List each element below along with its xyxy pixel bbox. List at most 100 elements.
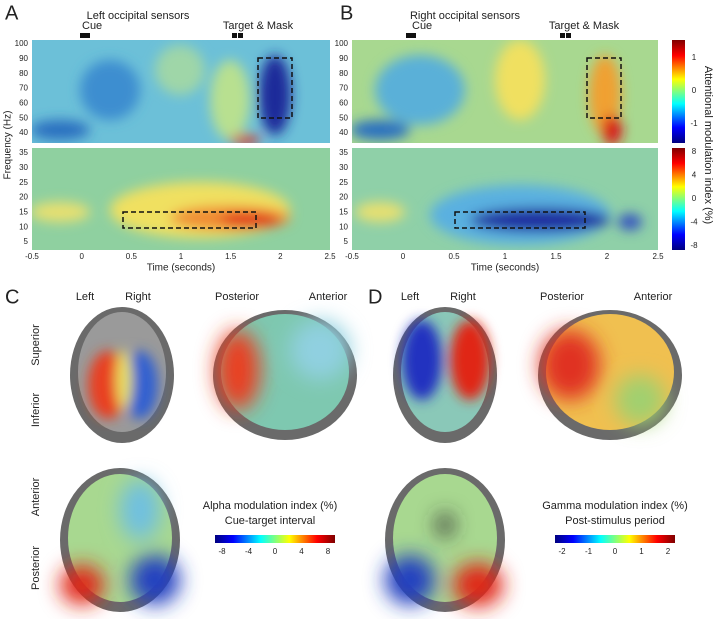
x-tick-label: 2 (278, 252, 283, 261)
x-tick-label: 1.5 (550, 252, 562, 261)
colorbar-tick: 0 (613, 547, 618, 556)
y-tick-label: 10 (339, 222, 348, 231)
orientation-label: Posterior (215, 291, 259, 303)
y-tick-label: 80 (339, 69, 348, 78)
orientation-label: Left (401, 291, 419, 303)
y-tick-label: 50 (19, 113, 28, 122)
x-tick-label: -0.5 (25, 252, 39, 261)
panel-label: C (5, 286, 19, 308)
x-tick-label: 1 (503, 252, 508, 261)
colorbar-tick: -8 (218, 547, 226, 556)
colorbar-tick: -1 (690, 119, 698, 128)
y-tick-label: 70 (19, 84, 28, 93)
colorbar-tick: 4 (299, 547, 304, 556)
y-tick-label: 15 (19, 207, 28, 216)
roi-box (122, 211, 257, 229)
colorbar-tick: 8 (326, 547, 331, 556)
colorbar-tick: 8 (692, 147, 697, 156)
y-tick-label: 60 (339, 98, 348, 107)
panel-label: A (5, 2, 19, 24)
x-tick-label: 0.5 (448, 252, 460, 261)
heatmap-b-alpha (352, 148, 658, 250)
target-bar (232, 33, 237, 38)
brain-d-axial (385, 468, 505, 612)
target-bar (560, 33, 565, 38)
y-tick-label: 35 (339, 148, 348, 157)
y-tick-label: 50 (339, 113, 348, 122)
y-tick-label: 5 (24, 237, 29, 246)
orientation-label: Posterior (540, 291, 584, 303)
colorbar-c (215, 535, 335, 543)
colorbar-tick: 0 (273, 547, 278, 556)
brain-d-coronal (393, 307, 497, 443)
orientation-label: Right (125, 291, 151, 303)
y-tick-label: 30 (19, 163, 28, 172)
x-tick-label: 2 (605, 252, 610, 261)
colorbar-tick: 2 (666, 547, 671, 556)
colorbar-tick: -2 (558, 547, 566, 556)
x-tick-label: 2.5 (652, 252, 664, 261)
colorbar-tick: 0 (692, 86, 697, 95)
y-tick-label: 70 (339, 84, 348, 93)
colorbar-label: Attentional modulation index (%) (702, 66, 714, 224)
y-axis-label: Frequency (Hz) (3, 111, 14, 180)
colorbar-subtitle: Cue-target interval (225, 515, 316, 527)
orientation-label: Superior (30, 324, 42, 366)
orientation-label: Anterior (309, 291, 348, 303)
y-tick-label: 40 (19, 128, 28, 137)
y-tick-label: 20 (19, 193, 28, 202)
x-tick-label: 1 (179, 252, 184, 261)
brain-d-sagittal (538, 310, 682, 440)
x-tick-label: 1.5 (225, 252, 237, 261)
y-tick-label: 100 (15, 39, 29, 48)
colorbar-tick: -4 (690, 218, 698, 227)
x-axis-label: Time (seconds) (471, 263, 540, 274)
x-tick-label: 2.5 (324, 252, 336, 261)
colorbar-tick: 1 (639, 547, 644, 556)
x-tick-label: -0.5 (345, 252, 359, 261)
panel-title: Right occipital sensors (410, 10, 521, 22)
colorbar-alpha (672, 148, 685, 250)
y-tick-label: 15 (339, 207, 348, 216)
target-label: Target & Mask (223, 20, 294, 32)
roi-box (257, 57, 293, 119)
colorbar-tick: -8 (690, 241, 698, 250)
mask-bar (566, 33, 571, 38)
y-tick-label: 35 (19, 148, 28, 157)
x-tick-label: 0 (79, 252, 84, 261)
colorbar-title: Gamma modulation index (%) (542, 500, 688, 512)
colorbar-tick: -4 (245, 547, 253, 556)
y-tick-label: 60 (19, 98, 28, 107)
x-tick-label: 0.5 (126, 252, 138, 261)
colorbar-subtitle: Post-stimulus period (565, 515, 665, 527)
heatmap-b-gamma (352, 40, 658, 143)
heatmap-a-gamma (32, 40, 330, 143)
y-tick-label: 5 (344, 237, 349, 246)
roi-box (586, 57, 622, 119)
orientation-label: Inferior (30, 393, 42, 428)
brain-c-axial (60, 468, 180, 612)
brain-c-sagittal (213, 310, 357, 440)
y-tick-label: 10 (19, 222, 28, 231)
y-tick-label: 25 (19, 178, 28, 187)
y-tick-label: 20 (339, 193, 348, 202)
colorbar-tick: 1 (692, 53, 697, 62)
panel-label: D (368, 286, 382, 308)
colorbar-title: Alpha modulation index (%) (203, 500, 338, 512)
colorbar-d (555, 535, 675, 543)
y-tick-label: 100 (335, 39, 349, 48)
brain-c-coronal (70, 307, 174, 443)
x-axis-label: Time (seconds) (147, 263, 216, 274)
colorbar-tick: 0 (692, 194, 697, 203)
orientation-label: Anterior (634, 291, 673, 303)
y-tick-label: 90 (19, 54, 28, 63)
orientation-label: Left (76, 291, 94, 303)
cue-bar (80, 33, 90, 38)
panel-title: Left occipital sensors (87, 10, 190, 22)
cue-bar (406, 33, 416, 38)
y-tick-label: 90 (339, 54, 348, 63)
orientation-label: Right (450, 291, 476, 303)
y-tick-label: 80 (19, 69, 28, 78)
colorbar-tick: -1 (585, 547, 593, 556)
